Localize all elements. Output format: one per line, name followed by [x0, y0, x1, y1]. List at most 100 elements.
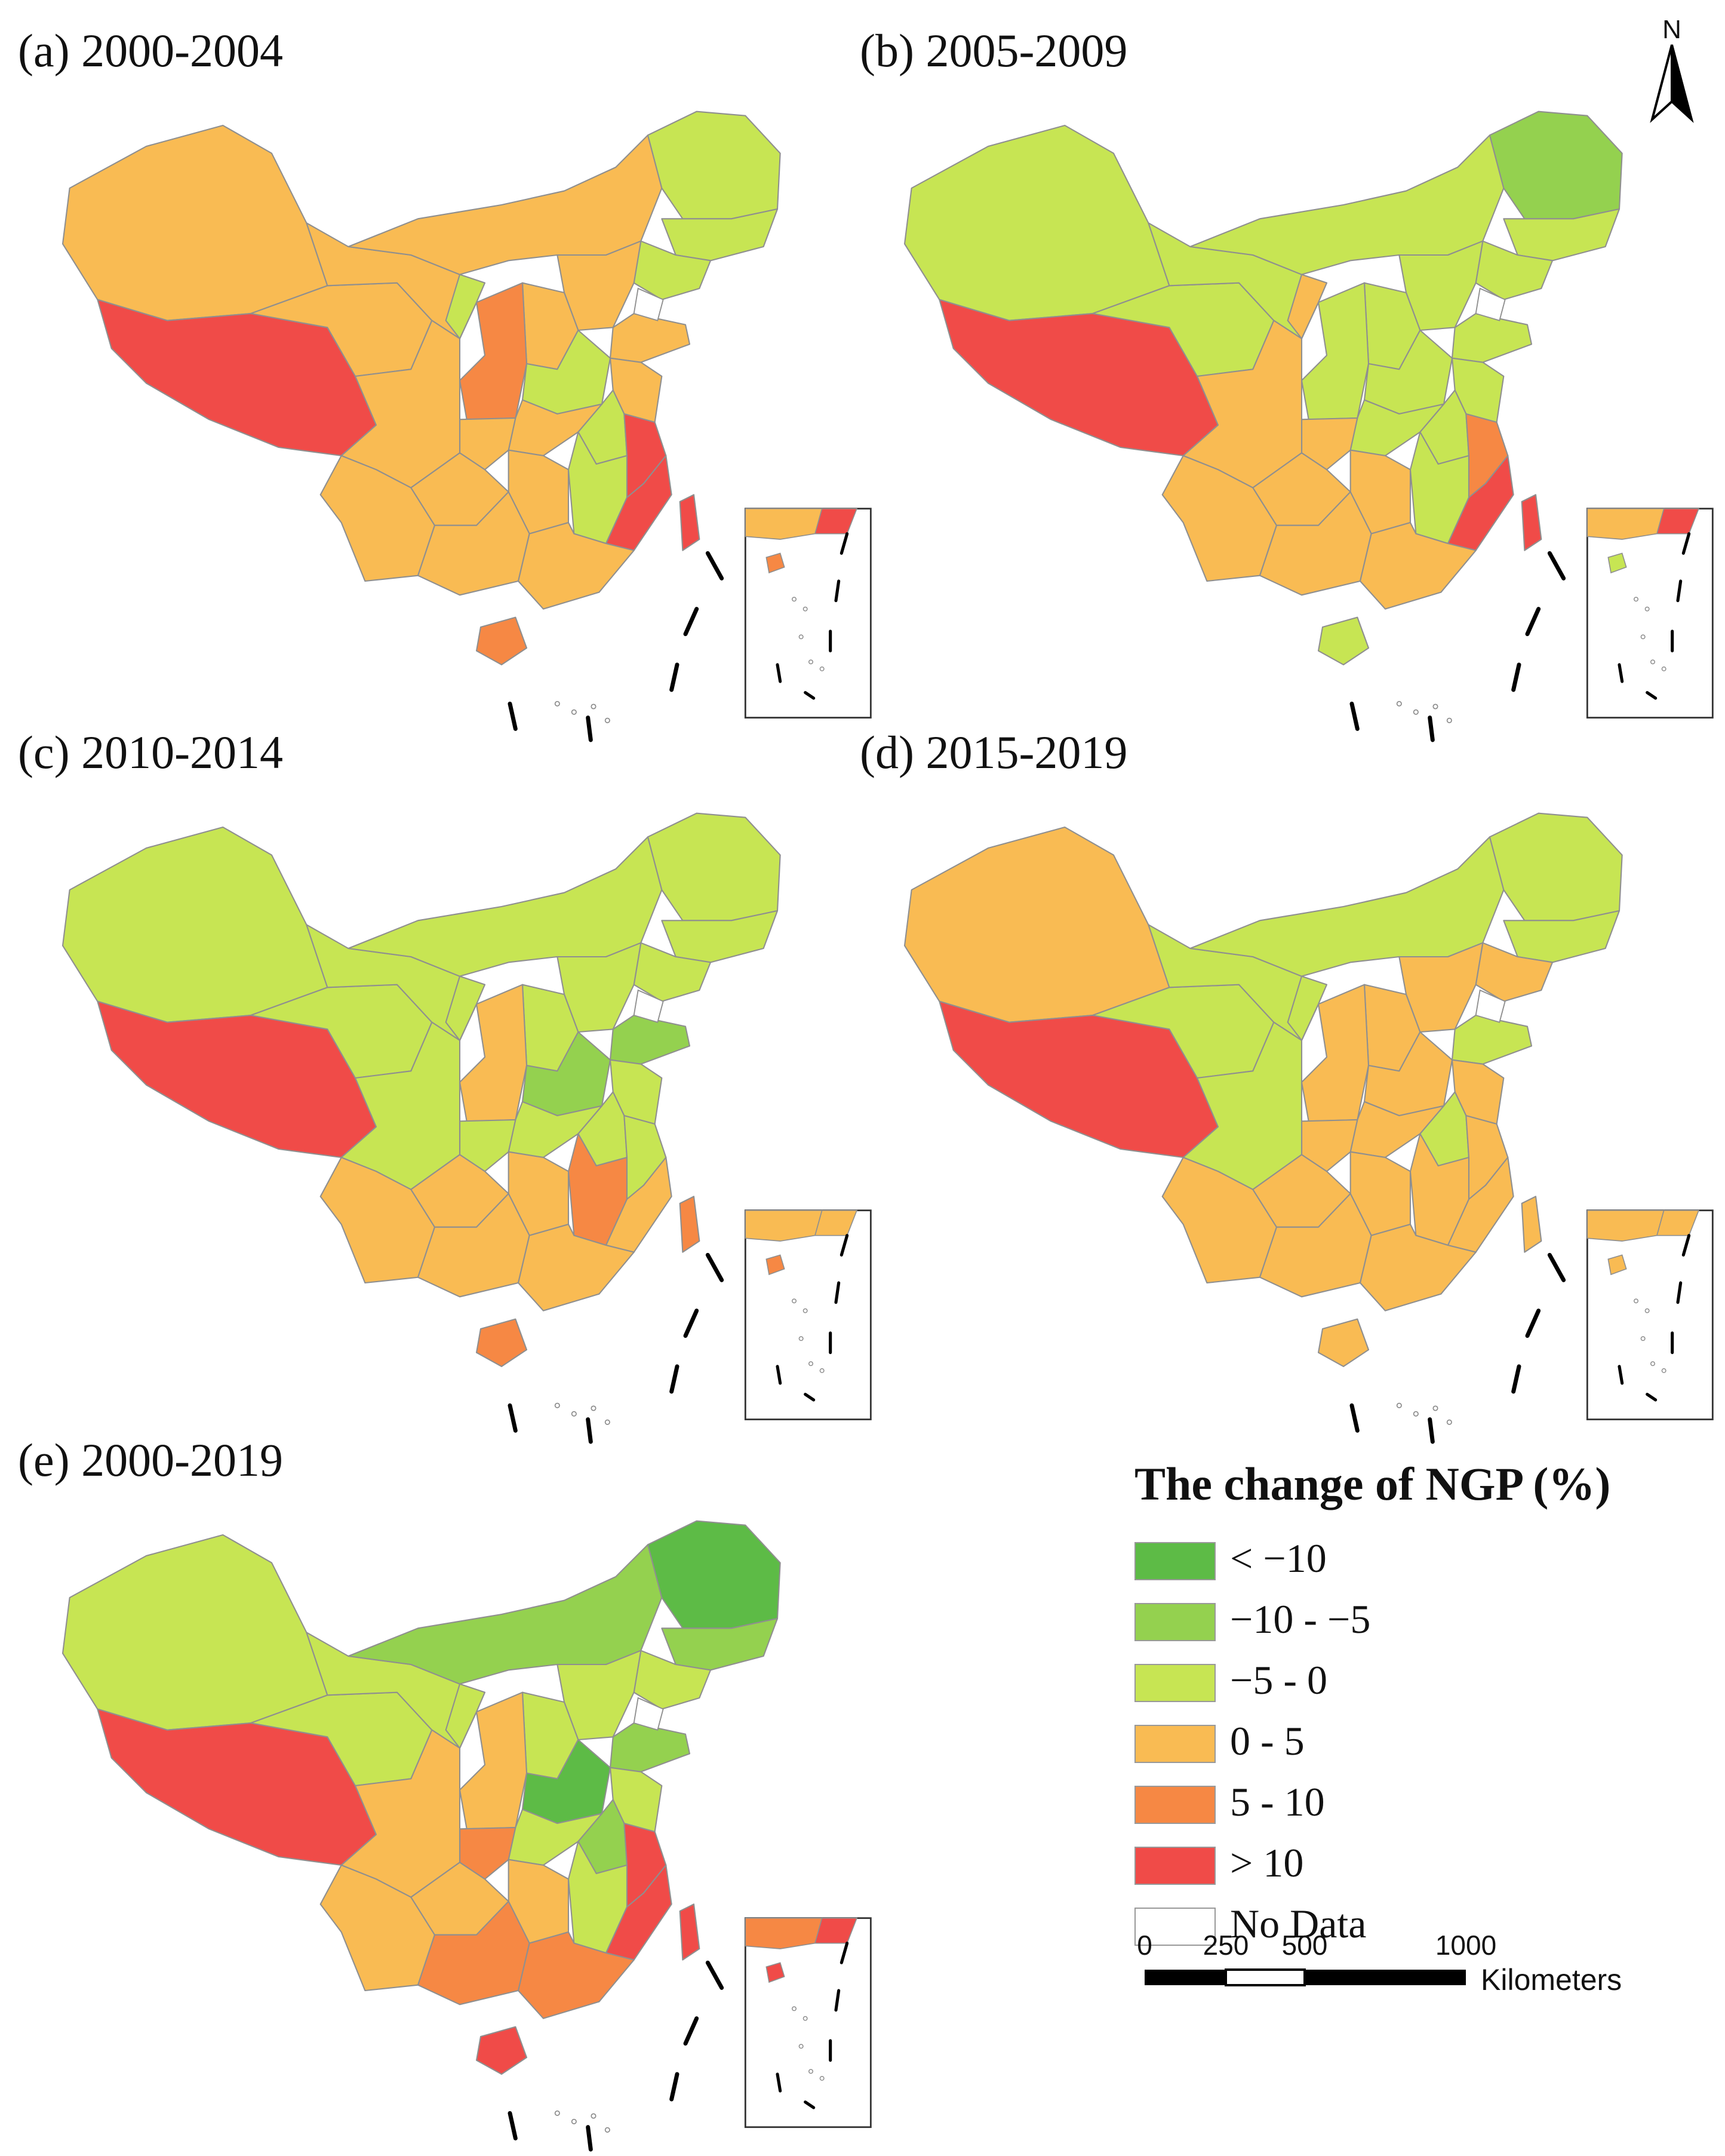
south-china-sea-inset — [1586, 508, 1714, 719]
province-guangdong — [517, 1931, 635, 2019]
province-hainan — [1317, 1318, 1370, 1368]
boundary-dash — [669, 2072, 679, 2102]
boundary-dash — [1349, 1403, 1360, 1433]
province-heilongjiang — [647, 1520, 781, 1629]
inset-island — [1644, 606, 1650, 612]
island — [554, 701, 560, 707]
map-panel-c: (c) 2010-2014 — [18, 726, 872, 1444]
inset-coast — [745, 1917, 823, 1949]
province-shandong — [609, 312, 691, 363]
boundary-dash — [705, 1960, 724, 1990]
map-panel-d: (d) 2015-2019 — [860, 726, 1714, 1444]
inset-island — [1634, 1298, 1638, 1304]
panel-title: (e) 2000-2019 — [18, 1434, 284, 1486]
inset-island — [792, 597, 797, 602]
legend-swatch — [1134, 1542, 1216, 1580]
boundary-dash — [705, 1252, 724, 1282]
inset-island — [798, 1336, 804, 1341]
province-heilongjiang — [647, 110, 781, 220]
inset-boundary-dash — [776, 1365, 782, 1385]
inset-island — [802, 2016, 808, 2021]
inset-boundary-dash — [776, 663, 782, 683]
boundary-dash — [705, 551, 724, 581]
inset-coast — [1586, 1209, 1665, 1242]
inset-island — [1650, 1361, 1655, 1366]
island — [571, 709, 577, 715]
island — [591, 704, 596, 710]
island — [604, 2127, 610, 2133]
boundary-dash — [1547, 551, 1566, 581]
scale-bar-graphic — [1145, 1968, 1466, 1986]
bohai-sea — [1475, 989, 1506, 1023]
legend-item: > 10 — [1134, 1836, 1672, 1897]
legend-item: −10 - −5 — [1134, 1592, 1672, 1653]
north-arrow: N — [1645, 15, 1699, 128]
inset-boundary-dash — [1618, 663, 1624, 683]
legend-swatch — [1134, 1664, 1216, 1702]
boundary-dash — [669, 662, 679, 692]
inset-boundary-dash — [834, 1281, 841, 1304]
boundary-dash — [1428, 715, 1435, 742]
province-inner-mongolia — [1189, 134, 1505, 275]
boundary-dash — [669, 1364, 679, 1394]
province-xinjiang — [62, 826, 328, 1023]
province-taiwan — [679, 1196, 700, 1253]
legend-label: −5 - 0 — [1230, 1657, 1327, 1703]
province-heilongjiang — [647, 812, 781, 922]
inset-island — [1634, 597, 1638, 602]
north-label: N — [1662, 15, 1681, 44]
boundary-dash — [1511, 662, 1521, 692]
inset-boundary-dash — [834, 1989, 841, 2012]
island — [591, 1405, 596, 1411]
inset-boundary-dash — [804, 691, 816, 700]
province-inner-mongolia — [1189, 836, 1505, 977]
province-shandong — [609, 1014, 691, 1065]
province-inner-mongolia — [348, 1544, 663, 1685]
province-heilongjiang — [1489, 110, 1623, 220]
bohai-sea — [1475, 287, 1506, 321]
choropleth-map — [62, 1520, 872, 2152]
inset-island — [808, 659, 813, 665]
map-panel-b: (b) 2005-2009 — [860, 24, 1714, 742]
scale-bar: 0 250 500 1000 Kilometers — [1137, 1929, 1681, 2007]
inset-hainan — [765, 1254, 785, 1276]
legend-title: The change of NGP (%) — [1134, 1458, 1611, 1510]
inset-island — [808, 1361, 813, 1366]
boundary-dash — [1428, 1417, 1435, 1444]
choropleth-map — [903, 812, 1714, 1444]
inset-boundary-dash — [1681, 532, 1691, 555]
province-guangdong — [517, 521, 635, 610]
island — [1446, 1419, 1452, 1425]
inset-boundary-dash — [840, 1234, 849, 1257]
province-taiwan — [1521, 1196, 1542, 1253]
boundary-dash — [586, 2125, 593, 2152]
boundary-dash — [586, 1417, 593, 1444]
panel-title: (a) 2000-2004 — [18, 24, 284, 76]
boundary-dash — [683, 2016, 699, 2046]
boundary-dash — [508, 1403, 518, 1433]
province-taiwan — [679, 1903, 700, 1961]
inset-island — [819, 1368, 825, 1373]
boundary-dash — [1349, 701, 1360, 731]
legend-label: > 10 — [1230, 1840, 1304, 1885]
island — [591, 2113, 596, 2119]
province-guangdong — [517, 1223, 635, 1312]
legend-item: < −10 — [1134, 1531, 1672, 1592]
choropleth-map — [62, 812, 872, 1444]
province-ningxia — [445, 975, 486, 1042]
inset-coast — [745, 508, 823, 540]
panel-title: (b) 2005-2009 — [860, 24, 1128, 76]
bohai-sea — [633, 287, 664, 321]
island — [1432, 1405, 1438, 1411]
province-xinjiang — [903, 124, 1170, 321]
legend-item: No Data — [1134, 1897, 1672, 1958]
south-china-sea-inset — [1586, 1209, 1714, 1421]
island — [1396, 1402, 1402, 1408]
province-hainan — [475, 2026, 528, 2075]
province-shandong — [1451, 312, 1533, 363]
legend-label: No Data — [1230, 1901, 1367, 1946]
south-china-sea-inset — [744, 1917, 872, 2129]
inset-boundary-dash — [1676, 579, 1683, 603]
island — [604, 1419, 610, 1425]
province-ningxia — [445, 1683, 486, 1749]
